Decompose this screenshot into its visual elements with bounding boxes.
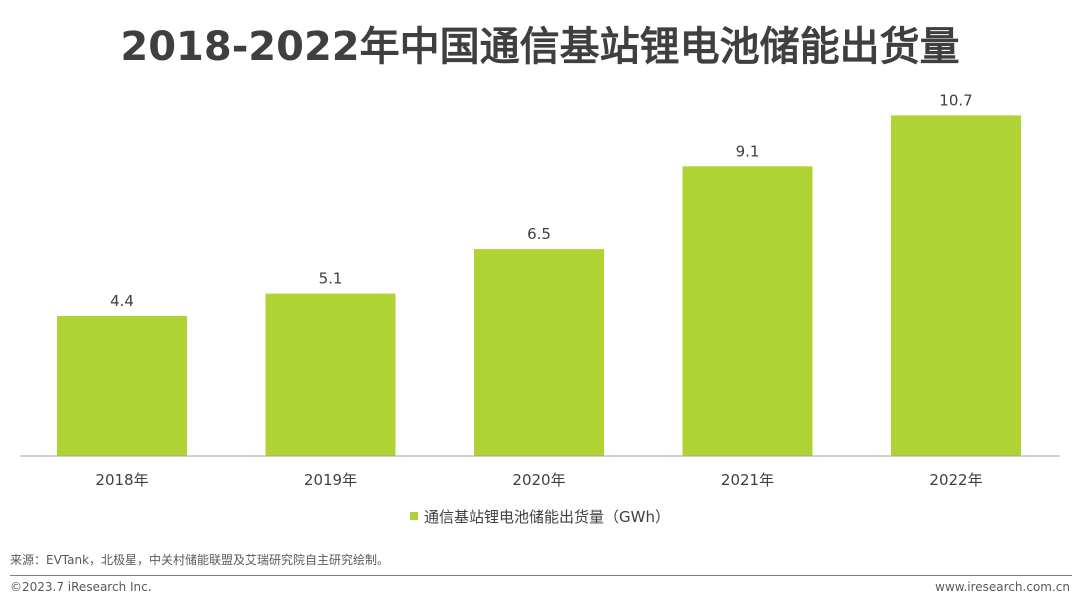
legend-label: 通信基站锂电池储能出货量（GWh）: [424, 508, 670, 526]
bar-chart: 4.4 5.1 6.5 9.1 10.7 2018年 2019年 2020年 2021年 202…: [20, 91, 1060, 489]
source-note: 来源：EVTank，北极星，中关村储能联盟及艾瑞研究院自主研究绘制。: [10, 553, 390, 567]
legend: 通信基站锂电池储能出货量（GWh）: [0, 506, 1080, 527]
bar-2019年: [265, 293, 396, 456]
website-link[interactable]: www.iresearch.com.cn: [935, 580, 1070, 594]
value-label: 4.4: [110, 292, 134, 310]
x-tick-label: 2020年: [512, 471, 565, 489]
value-label: 5.1: [319, 270, 343, 288]
value-labels-layer: 4.4 5.1 6.5 9.1 10.7: [110, 91, 973, 310]
x-tick-label: 2021年: [721, 471, 774, 489]
bar-2021年: [682, 166, 813, 457]
footer-divider: [10, 575, 1072, 576]
legend-swatch: [410, 511, 419, 520]
copyright-text: ©2023.7 iResearch Inc.: [10, 580, 152, 594]
x-tick-label: 2022年: [929, 471, 982, 489]
x-tick-label: 2019年: [304, 471, 357, 489]
value-label: 6.5: [527, 225, 551, 243]
bar-2018年: [57, 315, 187, 456]
value-label: 9.1: [736, 142, 760, 160]
bars-layer: [57, 115, 1021, 457]
x-tick-labels-layer: 2018年 2019年 2020年 2021年 2022年: [95, 471, 982, 489]
chart-title: 2018-2022年中国通信基站锂电池储能出货量: [120, 24, 960, 70]
value-label: 10.7: [939, 91, 972, 109]
bar-2020年: [474, 249, 604, 456]
x-tick-label: 2018年: [95, 471, 148, 489]
bar-2022年: [891, 115, 1021, 457]
